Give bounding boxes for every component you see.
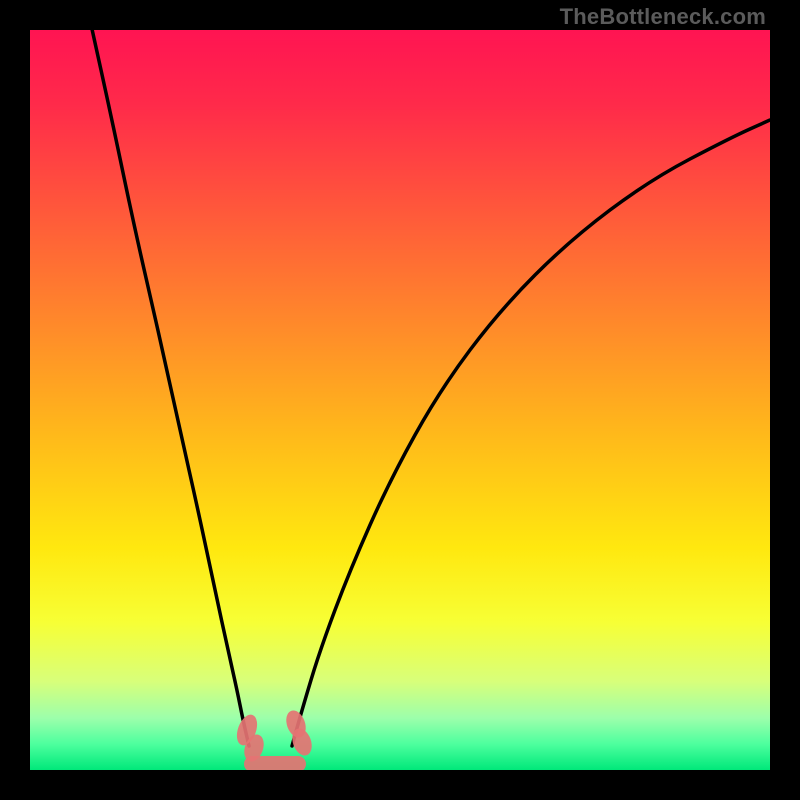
watermark-label: TheBottleneck.com: [560, 4, 766, 30]
bottleneck-curve-right: [292, 120, 770, 746]
bottleneck-curve-left: [90, 30, 249, 746]
plot-area: [30, 30, 770, 770]
chart-frame: TheBottleneck.com: [0, 0, 800, 800]
sweet-spot-markers: [233, 708, 315, 770]
marker-bar: [244, 756, 306, 770]
curve-layer: [30, 30, 770, 770]
